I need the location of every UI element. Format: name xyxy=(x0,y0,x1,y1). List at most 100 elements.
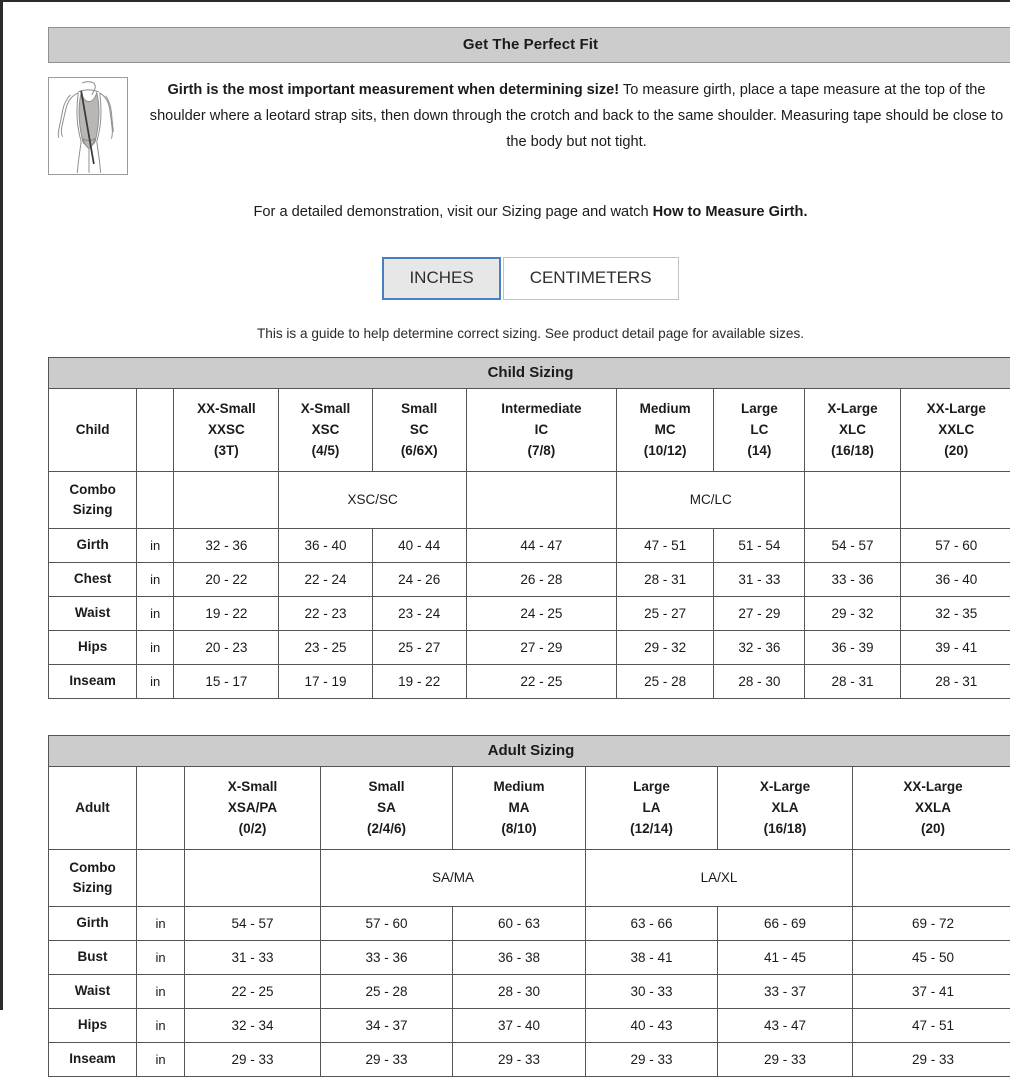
leotard-figure-icon xyxy=(48,77,128,175)
child-combo-cell-xsc-sc: XSC/SC xyxy=(279,471,466,528)
adult-row-unit-hips: in xyxy=(137,1008,185,1042)
adult-row-unit-bust: in xyxy=(137,940,185,974)
child-combo-label: Combo Sizing xyxy=(49,471,137,528)
child-combo-row: Combo Sizing XSC/SC MC/LC xyxy=(49,471,1010,528)
child-cell-inseam-5: 28 - 30 xyxy=(714,664,805,698)
perfect-fit-header: Get The Perfect Fit xyxy=(48,27,1010,63)
demo-prefix-text: For a detailed demonstration, visit our … xyxy=(254,204,653,220)
table-row: Waist in 19 - 22 22 - 23 23 - 24 24 - 25… xyxy=(49,596,1010,630)
child-cell-hips-4: 29 - 32 xyxy=(617,630,714,664)
child-cell-chest-6: 33 - 36 xyxy=(805,562,900,596)
adult-cell-inseam-2: 29 - 33 xyxy=(453,1042,586,1076)
adult-combo-cell-0 xyxy=(185,849,321,906)
child-cell-inseam-6: 28 - 31 xyxy=(805,664,900,698)
adult-row-label-waist: Waist xyxy=(49,974,137,1008)
child-cell-hips-0: 20 - 23 xyxy=(174,630,279,664)
inches-button[interactable]: INCHES xyxy=(382,257,500,300)
adult-row-label-hips: Hips xyxy=(49,1008,137,1042)
adult-cell-inseam-0: 29 - 33 xyxy=(185,1042,321,1076)
intro-row: Girth is the most important measurement … xyxy=(48,63,1010,175)
child-cell-hips-3: 27 - 29 xyxy=(466,630,616,664)
adult-cell-waist-1: 25 - 28 xyxy=(321,974,453,1008)
child-unit-header-blank xyxy=(137,388,174,471)
child-col-xlc: X-Large XLC (16/18) xyxy=(805,388,900,471)
adult-cell-inseam-5: 29 - 33 xyxy=(853,1042,1010,1076)
adult-sizing-table: Adult Sizing Adult X-Small XSA/PA (0/2) … xyxy=(48,735,1010,1077)
table-row: Inseam in 29 - 33 29 - 33 29 - 33 29 - 3… xyxy=(49,1042,1010,1076)
child-cell-chest-1: 22 - 24 xyxy=(279,562,372,596)
centimeters-button[interactable]: CENTIMETERS xyxy=(503,257,679,300)
adult-unit-header-blank xyxy=(137,766,185,849)
child-combo-cell-0 xyxy=(174,471,279,528)
how-to-measure-girth-link[interactable]: How to Measure Girth. xyxy=(653,204,808,220)
child-row-label-girth: Girth xyxy=(49,528,137,562)
unit-toggle-group: INCHES CENTIMETERS xyxy=(48,257,1010,300)
adult-header-row: Adult X-Small XSA/PA (0/2) Small SA (2/4… xyxy=(49,766,1010,849)
adult-cell-hips-2: 37 - 40 xyxy=(453,1008,586,1042)
adult-cell-girth-4: 66 - 69 xyxy=(718,906,853,940)
intro-bold-text: Girth is the most important measurement … xyxy=(167,82,619,98)
child-cell-inseam-3: 22 - 25 xyxy=(466,664,616,698)
child-cell-chest-0: 20 - 22 xyxy=(174,562,279,596)
adult-combo-unit-blank xyxy=(137,849,185,906)
content-container: Get The Perfect Fit xyxy=(48,27,1010,1077)
child-row-unit-chest: in xyxy=(137,562,174,596)
child-cell-chest-2: 24 - 26 xyxy=(372,562,466,596)
child-combo-cell-2 xyxy=(466,471,616,528)
adult-cell-waist-0: 22 - 25 xyxy=(185,974,321,1008)
child-row-label-chest: Chest xyxy=(49,562,137,596)
child-cell-hips-2: 25 - 27 xyxy=(372,630,466,664)
adult-combo-label: Combo Sizing xyxy=(49,849,137,906)
child-cell-hips-7: 39 - 41 xyxy=(900,630,1010,664)
adult-cell-waist-5: 37 - 41 xyxy=(853,974,1010,1008)
adult-col-sa: Small SA (2/4/6) xyxy=(321,766,453,849)
adult-cell-inseam-3: 29 - 33 xyxy=(586,1042,718,1076)
child-cell-girth-5: 51 - 54 xyxy=(714,528,805,562)
table-row: Hips in 20 - 23 23 - 25 25 - 27 27 - 29 … xyxy=(49,630,1010,664)
adult-col-xla: X-Large XLA (16/18) xyxy=(718,766,853,849)
adult-cell-girth-5: 69 - 72 xyxy=(853,906,1010,940)
child-sizing-table: Child Sizing Child XX-Small XXSC (3T) X-… xyxy=(48,357,1010,699)
child-col-ic: Intermediate IC (7/8) xyxy=(466,388,616,471)
table-row: Girth in 32 - 36 36 - 40 40 - 44 44 - 47… xyxy=(49,528,1010,562)
child-cell-girth-4: 47 - 51 xyxy=(617,528,714,562)
child-cell-hips-5: 32 - 36 xyxy=(714,630,805,664)
adult-cell-hips-4: 43 - 47 xyxy=(718,1008,853,1042)
adult-row-unit-waist: in xyxy=(137,974,185,1008)
child-corner-label: Child xyxy=(49,388,137,471)
child-combo-unit-blank xyxy=(137,471,174,528)
adult-col-xsa: X-Small XSA/PA (0/2) xyxy=(185,766,321,849)
child-col-xxlc: XX-Large XXLC (20) xyxy=(900,388,1010,471)
adult-cell-hips-1: 34 - 37 xyxy=(321,1008,453,1042)
child-cell-chest-3: 26 - 28 xyxy=(466,562,616,596)
child-row-unit-girth: in xyxy=(137,528,174,562)
adult-cell-bust-0: 31 - 33 xyxy=(185,940,321,974)
child-cell-chest-5: 31 - 33 xyxy=(714,562,805,596)
child-cell-inseam-1: 17 - 19 xyxy=(279,664,372,698)
adult-cell-waist-3: 30 - 33 xyxy=(586,974,718,1008)
child-col-lc: Large LC (14) xyxy=(714,388,805,471)
adult-cell-bust-5: 45 - 50 xyxy=(853,940,1010,974)
adult-cell-inseam-1: 29 - 33 xyxy=(321,1042,453,1076)
child-col-sc: Small SC (6/6X) xyxy=(372,388,466,471)
adult-row-label-girth: Girth xyxy=(49,906,137,940)
child-cell-waist-2: 23 - 24 xyxy=(372,596,466,630)
child-row-unit-waist: in xyxy=(137,596,174,630)
adult-corner-label: Adult xyxy=(49,766,137,849)
adult-row-label-inseam: Inseam xyxy=(49,1042,137,1076)
adult-cell-girth-0: 54 - 57 xyxy=(185,906,321,940)
child-row-label-inseam: Inseam xyxy=(49,664,137,698)
adult-row-unit-girth: in xyxy=(137,906,185,940)
child-cell-hips-6: 36 - 39 xyxy=(805,630,900,664)
adult-combo-cell-la-xl: LA/XL xyxy=(586,849,853,906)
child-combo-cell-mc-lc: MC/LC xyxy=(617,471,805,528)
child-cell-inseam-0: 15 - 17 xyxy=(174,664,279,698)
table-row: Waist in 22 - 25 25 - 28 28 - 30 30 - 33… xyxy=(49,974,1010,1008)
child-cell-girth-2: 40 - 44 xyxy=(372,528,466,562)
child-cell-chest-7: 36 - 40 xyxy=(900,562,1010,596)
adult-cell-inseam-4: 29 - 33 xyxy=(718,1042,853,1076)
child-table-title: Child Sizing xyxy=(49,357,1010,388)
child-cell-waist-4: 25 - 27 xyxy=(617,596,714,630)
child-cell-waist-5: 27 - 29 xyxy=(714,596,805,630)
adult-row-label-bust: Bust xyxy=(49,940,137,974)
